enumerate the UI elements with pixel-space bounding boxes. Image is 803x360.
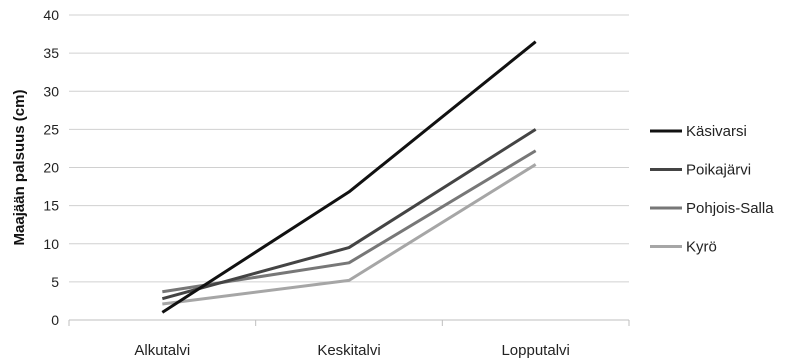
series-line <box>162 163 537 306</box>
y-tick-label: 10 <box>43 236 59 252</box>
y-tick-label: 20 <box>43 160 59 176</box>
x-tick-label: Keskitalvi <box>317 342 380 359</box>
y-axis-ticks: 0 5 10 15 20 25 30 35 40 <box>43 7 59 328</box>
x-axis-ticks: Alkutalvi Keskitalvi Lopputalvi <box>68 320 630 359</box>
legend: Käsivarsi Poikajärvi Pohjois-Salla Kyrö <box>650 123 774 256</box>
y-tick-label: 25 <box>43 121 59 137</box>
y-tick-label: 5 <box>51 274 59 290</box>
y-tick-label: 35 <box>43 45 59 61</box>
legend-label: Kyrö <box>686 239 717 256</box>
y-tick-label: 15 <box>43 198 59 214</box>
y-tick-label: 0 <box>51 312 59 328</box>
series-line <box>161 40 537 314</box>
y-tick-label: 30 <box>43 83 59 99</box>
legend-label: Pohjois-Salla <box>686 200 774 217</box>
series-lines <box>161 40 537 314</box>
legend-label: Poikajärvi <box>686 162 751 179</box>
x-tick-label: Alkutalvi <box>134 342 190 359</box>
series-line <box>162 149 537 294</box>
y-axis-title: Maajään palsuus (cm) <box>11 90 28 246</box>
x-tick-label: Lopputalvi <box>501 342 569 359</box>
y-tick-label: 40 <box>43 7 59 23</box>
legend-label: Käsivarsi <box>686 123 747 140</box>
gridlines <box>69 14 629 283</box>
series-line <box>161 128 537 301</box>
